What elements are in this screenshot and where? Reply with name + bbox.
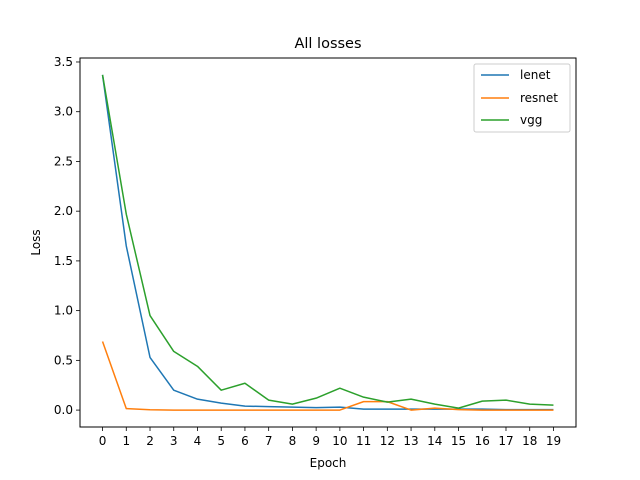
axes-frame <box>79 57 577 428</box>
y-tick-label: 3.0 <box>54 105 73 119</box>
x-axis-ticks: 0 1 2 3 4 5 6 7 8 9 10 11 12 13 14 15 16 17 18 19 <box>99 427 561 448</box>
x-tick-label: 17 <box>498 434 513 448</box>
legend-label-resnet: resnet <box>520 91 558 105</box>
x-tick-label: 13 <box>403 434 418 448</box>
x-tick-label: 9 <box>312 434 320 448</box>
x-tick-label: 0 <box>99 434 107 448</box>
x-tick-label: 3 <box>170 434 178 448</box>
series-line-lenet <box>101 74 554 411</box>
y-axis-ticks: 0.0 0.5 1.0 1.5 2.0 2.5 3.0 3.5 <box>54 55 80 417</box>
x-tick-label: 11 <box>356 434 371 448</box>
x-tick-label: 6 <box>241 434 249 448</box>
legend: lenet resnet vgg <box>473 63 571 133</box>
y-tick-label: 1.0 <box>54 304 73 318</box>
legend-box <box>473 63 571 133</box>
y-tick-label: 2.0 <box>54 204 73 218</box>
legend-label-vgg: vgg <box>520 113 542 127</box>
x-axis-label: Epoch <box>310 456 347 470</box>
plot-area <box>101 74 554 411</box>
legend-label-lenet: lenet <box>520 68 551 82</box>
x-tick-label: 5 <box>217 434 225 448</box>
y-tick-label: 1.5 <box>54 254 73 268</box>
x-tick-label: 16 <box>475 434 490 448</box>
x-tick-label: 15 <box>451 434 466 448</box>
y-tick-label: 0.5 <box>54 353 73 367</box>
x-tick-label: 8 <box>289 434 297 448</box>
x-tick-label: 10 <box>332 434 347 448</box>
y-tick-label: 0.0 <box>54 403 73 417</box>
series-line-resnet <box>101 341 554 411</box>
x-tick-label: 19 <box>546 434 561 448</box>
chart-title: All losses <box>294 36 361 52</box>
series-line-vgg <box>101 74 554 409</box>
y-axis-label: Loss <box>29 229 43 255</box>
x-tick-label: 12 <box>380 434 395 448</box>
x-tick-label: 7 <box>265 434 273 448</box>
x-tick-label: 4 <box>194 434 202 448</box>
x-tick-label: 2 <box>146 434 154 448</box>
x-tick-label: 18 <box>522 434 537 448</box>
y-tick-label: 2.5 <box>54 154 73 168</box>
x-tick-label: 1 <box>122 434 130 448</box>
y-tick-label: 3.5 <box>54 55 73 69</box>
x-tick-label: 14 <box>427 434 442 448</box>
